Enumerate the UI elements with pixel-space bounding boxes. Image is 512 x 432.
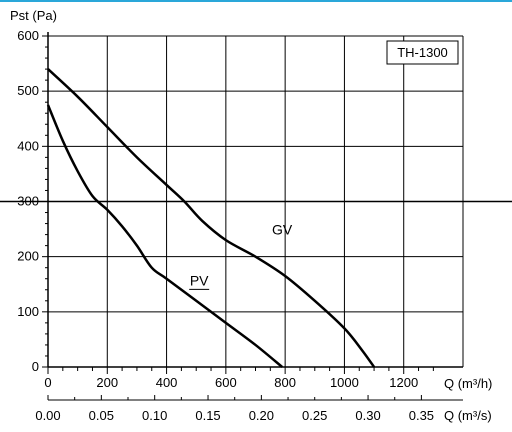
y-axis-title: Pst (Pa) xyxy=(10,8,57,23)
y-tick-label: 600 xyxy=(17,28,39,43)
y-tick-label: 200 xyxy=(17,249,39,264)
x2-tick-label: 0.35 xyxy=(409,408,434,423)
y-tick-label: 0 xyxy=(32,359,39,374)
curves xyxy=(46,68,376,368)
x-axis-title-primary: Q (m³/h) xyxy=(444,376,492,391)
y-tick-label: 400 xyxy=(17,138,39,153)
x2-tick-label: 0.05 xyxy=(89,408,114,423)
axes xyxy=(42,32,463,401)
x-axis-title-secondary: Q (m³/s) xyxy=(444,408,492,423)
series-line-gv xyxy=(47,68,376,368)
x2-tick-label: 0.30 xyxy=(355,408,380,423)
series-line-pv xyxy=(46,104,283,368)
model-label: TH-1300 xyxy=(397,45,448,60)
x-tick-label: 1200 xyxy=(389,375,418,390)
x2-tick-label: 0.10 xyxy=(142,408,167,423)
x-tick-label: 0 xyxy=(44,375,51,390)
grid xyxy=(0,35,512,368)
labels: 0 100 200 300 400 500 600 0 200 400 600 800 1000 1200… xyxy=(17,28,434,423)
x-tick-label: 1000 xyxy=(330,375,359,390)
x2-tick-label: 0.00 xyxy=(35,408,60,423)
x-tick-label: 200 xyxy=(96,375,118,390)
x-tick-label: 400 xyxy=(156,375,178,390)
series-label-pv: PV xyxy=(190,272,209,288)
x-tick-label: 800 xyxy=(274,375,296,390)
series-label-gv: GV xyxy=(272,222,293,238)
y-tick-label: 100 xyxy=(17,304,39,319)
y-tick-label: 300 xyxy=(17,194,39,209)
x2-tick-label: 0.20 xyxy=(249,408,274,423)
x2-tick-label: 0.15 xyxy=(195,408,220,423)
y-tick-label: 500 xyxy=(17,83,39,98)
model-box xyxy=(386,40,459,65)
top-rule xyxy=(0,0,512,2)
x-tick-label: 600 xyxy=(215,375,237,390)
x2-tick-label: 0.25 xyxy=(302,408,327,423)
